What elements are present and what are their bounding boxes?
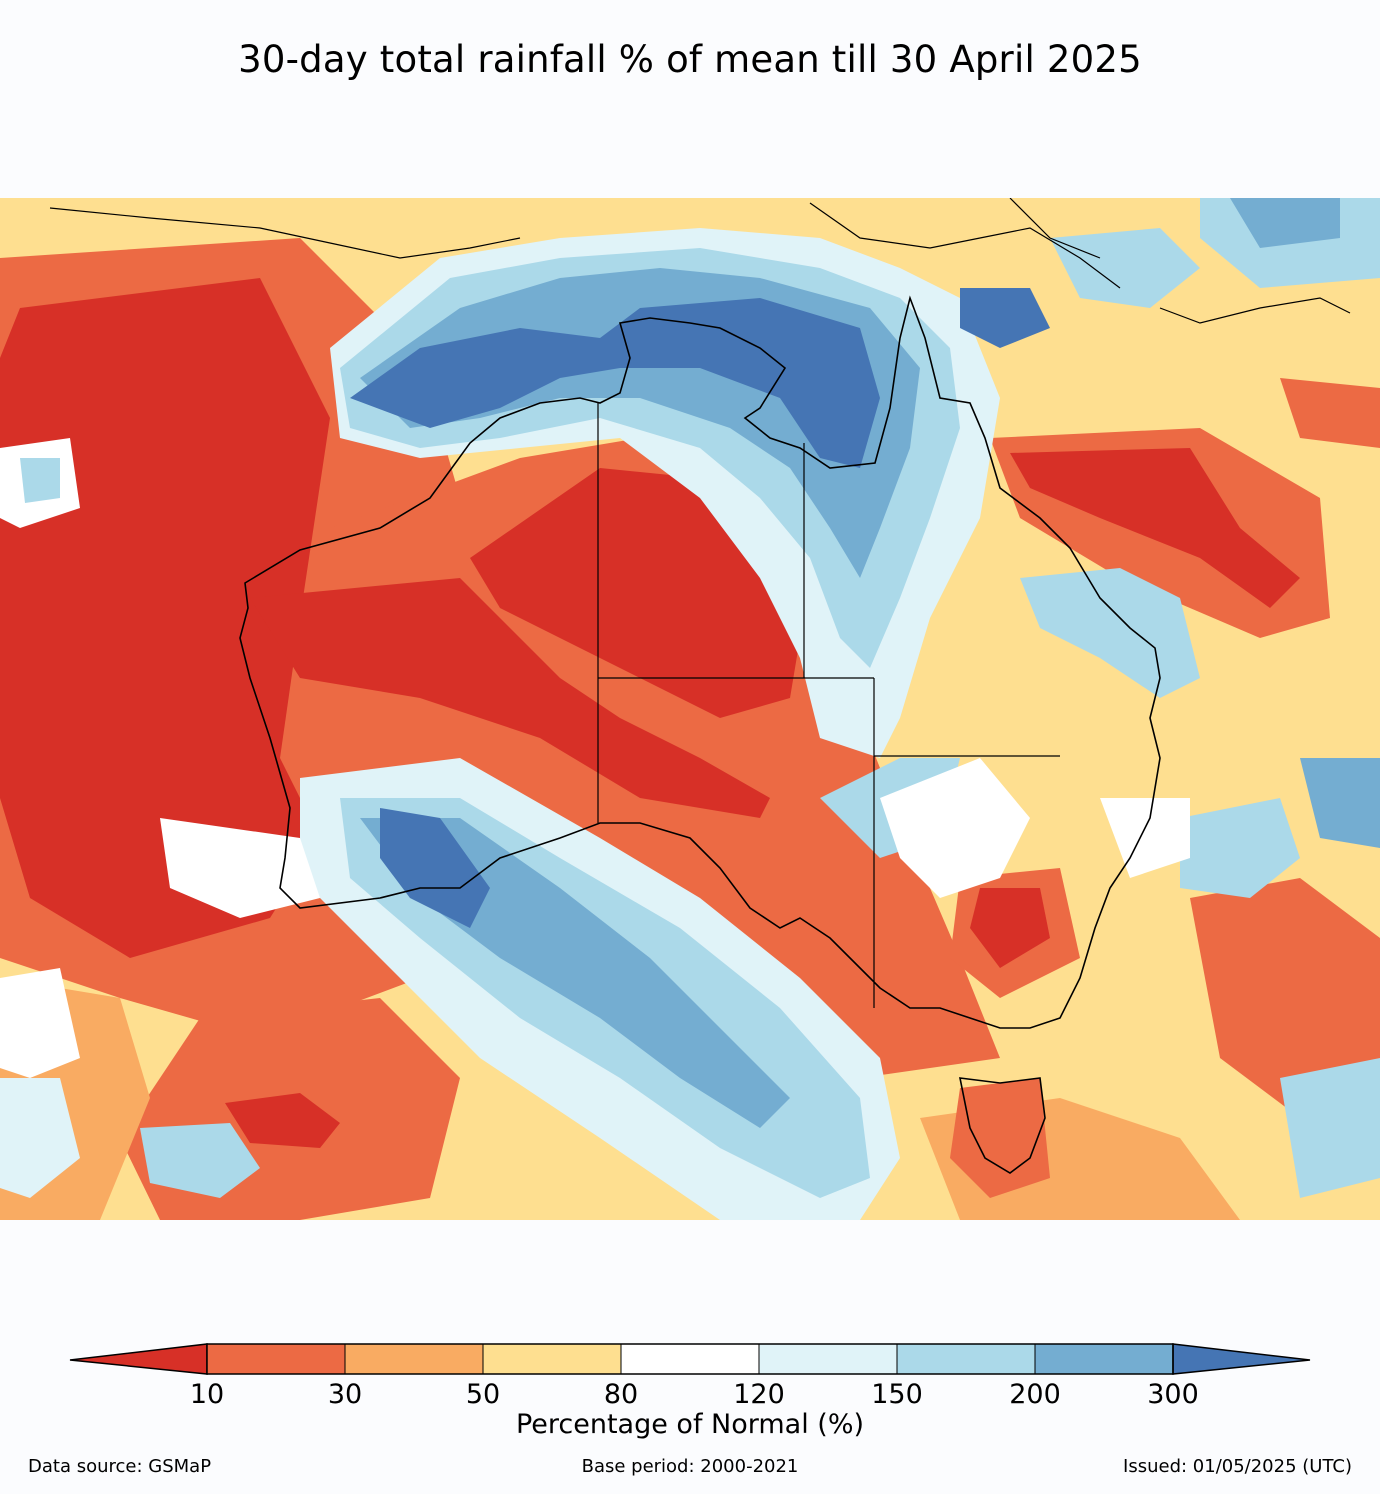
- colorbar-tick-label: 300: [1147, 1379, 1199, 1410]
- near-normal-bands: [0, 758, 1190, 1078]
- state-borders: [597, 403, 1060, 1008]
- map-title: 30-day total rainfall % of mean till 30 …: [238, 38, 1142, 81]
- colorbar-bin-10-30: [207, 1344, 345, 1374]
- issued-date-note: Issued: 01/05/2025 (UTC): [1123, 1456, 1352, 1477]
- colorbar-tick-label: 150: [871, 1379, 923, 1410]
- eastern-wet-patches: [0, 438, 1380, 1198]
- colorbar-bin-30-50: [345, 1344, 483, 1374]
- colorbar: [69, 1343, 1311, 1375]
- central-dry-region: [250, 438, 1000, 1078]
- data-source-note: Data source: GSMaP: [28, 1456, 212, 1477]
- colorbar-high-extension: [1172, 1343, 1311, 1375]
- colorbar-label: Percentage of Normal (%): [515, 1409, 865, 1440]
- colorbar-tick-label: 50: [465, 1379, 501, 1410]
- colorbar-tick-label: 10: [189, 1379, 225, 1410]
- eastern-dry-region: [920, 378, 1380, 1220]
- colorbar-bin-80-120: [621, 1344, 759, 1374]
- australia-coastline: [239, 295, 1161, 1029]
- colorbar-bin-150-200: [897, 1344, 1035, 1374]
- base-period-note: Base period: 2000-2021: [581, 1456, 799, 1477]
- colorbar-tick-label: 200: [1009, 1379, 1061, 1410]
- northern-islands: [49, 198, 1351, 324]
- colorbar-tick-label: 80: [603, 1379, 639, 1410]
- tasmania-coastline: [958, 1077, 1046, 1174]
- colorbar-bin-120-150: [759, 1344, 897, 1374]
- colorbar-low-extension: [69, 1343, 208, 1375]
- rainfall-map: [0, 198, 1380, 1220]
- northern-wet-region: [330, 198, 1380, 758]
- colorbar-tick-label: 120: [733, 1379, 785, 1410]
- colorbar-bin-200-300: [1035, 1344, 1173, 1374]
- colorbar-bin-50-80: [483, 1344, 621, 1374]
- colorbar-tick-label: 30: [327, 1379, 363, 1410]
- southern-wet-region: [0, 758, 900, 1220]
